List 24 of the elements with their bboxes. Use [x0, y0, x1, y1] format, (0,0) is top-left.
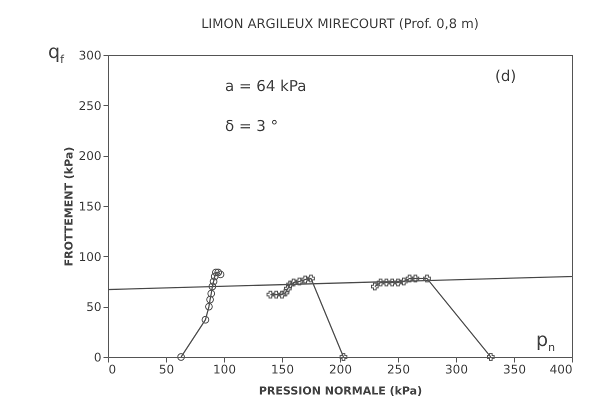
chart-title: LIMON ARGILEUX MIRECOURT (Prof. 0,8 m) — [201, 17, 479, 32]
annotation: p$_{n}$ — [536, 329, 556, 354]
x-tick-label: 250 — [387, 362, 410, 376]
y-tick-label: 250 — [78, 98, 102, 113]
x-tick-label: 100 — [213, 362, 236, 376]
x-tick-label: 200 — [329, 362, 352, 376]
x-tick-label: 350 — [503, 362, 526, 376]
y-tick-label: 50 — [86, 300, 102, 314]
x-axis-title: PRESSION NORMALE (kPa) — [258, 384, 422, 398]
y-tick-label: 150 — [78, 200, 102, 214]
y-axis-title: FROTTEMENT (kPa) — [62, 146, 76, 266]
x-tick-label: 400 — [550, 362, 572, 376]
x-tick-label: 0 — [108, 362, 116, 376]
annotation: (d) — [495, 67, 516, 85]
y-tick-label: 200 — [78, 149, 102, 164]
y-tick-label: 0 — [94, 350, 102, 364]
annotation: a = 64 kPa — [225, 77, 306, 95]
x-tick-label: 300 — [445, 362, 468, 376]
x-tick-label: 50 — [158, 362, 174, 376]
y-tick-label: 300 — [78, 48, 102, 62]
annotation: δ = 3 ° — [225, 117, 278, 135]
text: q$_{f}$ — [48, 41, 64, 66]
x-tick-label: 150 — [271, 362, 294, 376]
y-tick-label: 100 — [78, 250, 102, 264]
